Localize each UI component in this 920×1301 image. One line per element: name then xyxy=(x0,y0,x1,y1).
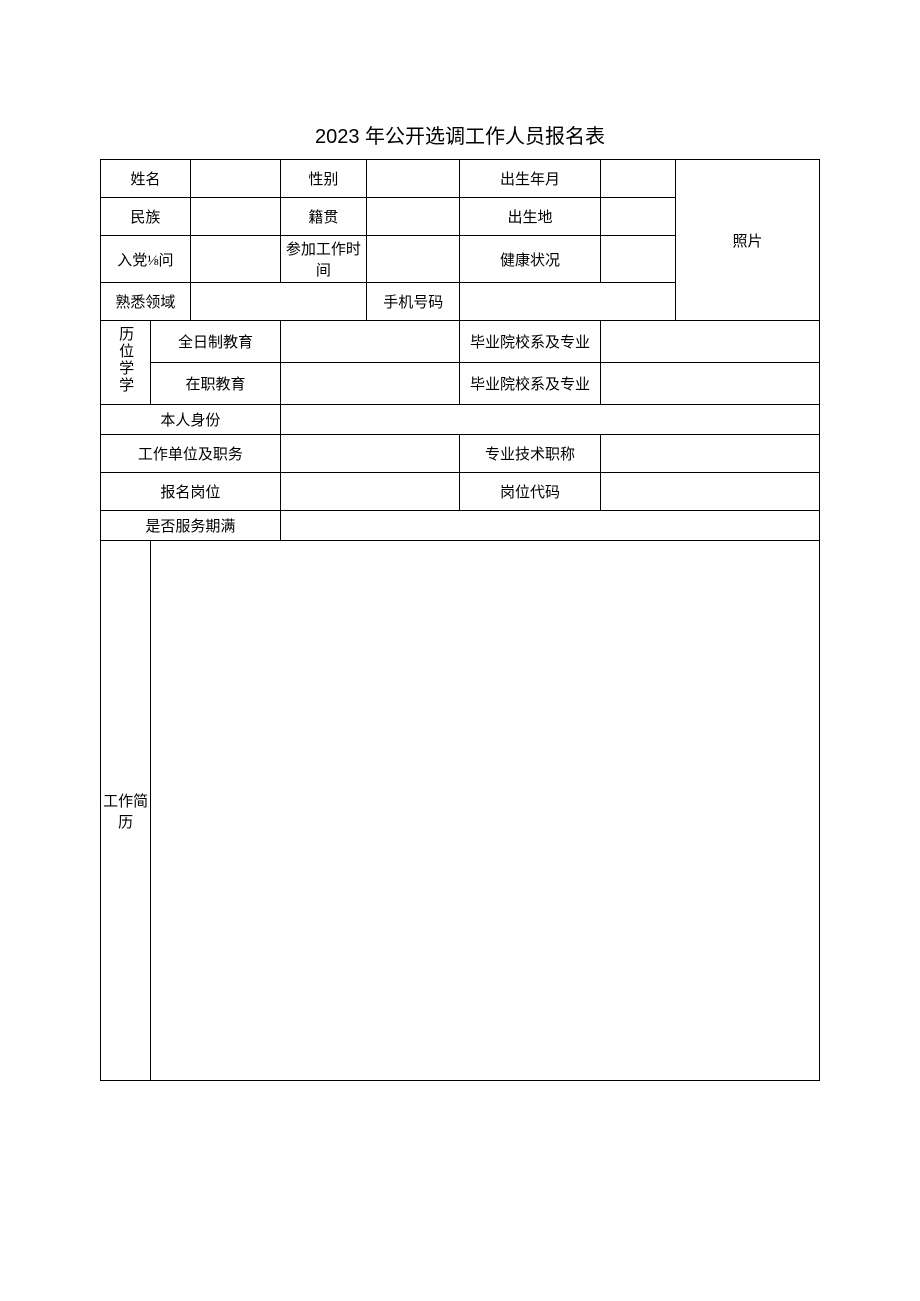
value-service-expired xyxy=(280,511,819,541)
value-fulltime-school xyxy=(600,321,819,363)
label-ethnicity: 民族 xyxy=(101,198,191,236)
label-identity: 本人身份 xyxy=(101,405,281,435)
label-mobile: 手机号码 xyxy=(366,283,459,321)
value-mobile xyxy=(460,283,676,321)
label-apply-position: 报名岗位 xyxy=(101,473,281,511)
value-name xyxy=(190,160,280,198)
label-fulltime-edu: 全日制教育 xyxy=(151,321,280,363)
value-birth xyxy=(600,160,675,198)
value-ethnicity xyxy=(190,198,280,236)
label-work-resume: 工作简历 xyxy=(101,541,151,1081)
value-familiar-field xyxy=(190,283,366,321)
value-gender xyxy=(366,160,459,198)
value-work-unit xyxy=(280,435,460,473)
label-health: 健康状况 xyxy=(460,236,600,283)
label-work-unit: 工作单位及职务 xyxy=(101,435,281,473)
label-grad-school-1: 毕业院校系及专业 xyxy=(460,321,600,363)
value-onjob-school xyxy=(600,363,819,405)
label-grad-school-2: 毕业院校系及专业 xyxy=(460,363,600,405)
label-service-expired: 是否服务期满 xyxy=(101,511,281,541)
label-birth-place: 出生地 xyxy=(460,198,600,236)
value-work-resume xyxy=(151,541,820,1081)
photo-cell: 照片 xyxy=(676,160,820,321)
value-work-start xyxy=(366,236,459,283)
value-fulltime-edu xyxy=(280,321,460,363)
value-party-join xyxy=(190,236,280,283)
value-native-place xyxy=(366,198,459,236)
label-position-code: 岗位代码 xyxy=(460,473,600,511)
label-birth: 出生年月 xyxy=(460,160,600,198)
label-professional-title: 专业技术职称 xyxy=(460,435,600,473)
value-position-code xyxy=(600,473,819,511)
value-apply-position xyxy=(280,473,460,511)
label-familiar-field: 熟悉领域 xyxy=(101,283,191,321)
label-education: 历位学学 xyxy=(101,321,151,405)
label-onjob-edu: 在职教育 xyxy=(151,363,280,405)
value-identity xyxy=(280,405,819,435)
label-work-start: 参加工作时间 xyxy=(280,236,366,283)
label-party-join: 入党⅛问 xyxy=(101,236,191,283)
value-health xyxy=(600,236,675,283)
value-birth-place xyxy=(600,198,675,236)
label-native-place: 籍贯 xyxy=(280,198,366,236)
form-title: 2023 年公开选调工作人员报名表 xyxy=(100,120,820,149)
value-professional-title xyxy=(600,435,819,473)
label-gender: 性别 xyxy=(280,160,366,198)
registration-table: 姓名 性别 出生年月 照片 民族 籍贯 出生地 入党⅛问 参加工作时间 健康状况… xyxy=(100,159,820,1081)
label-name: 姓名 xyxy=(101,160,191,198)
value-onjob-edu xyxy=(280,363,460,405)
